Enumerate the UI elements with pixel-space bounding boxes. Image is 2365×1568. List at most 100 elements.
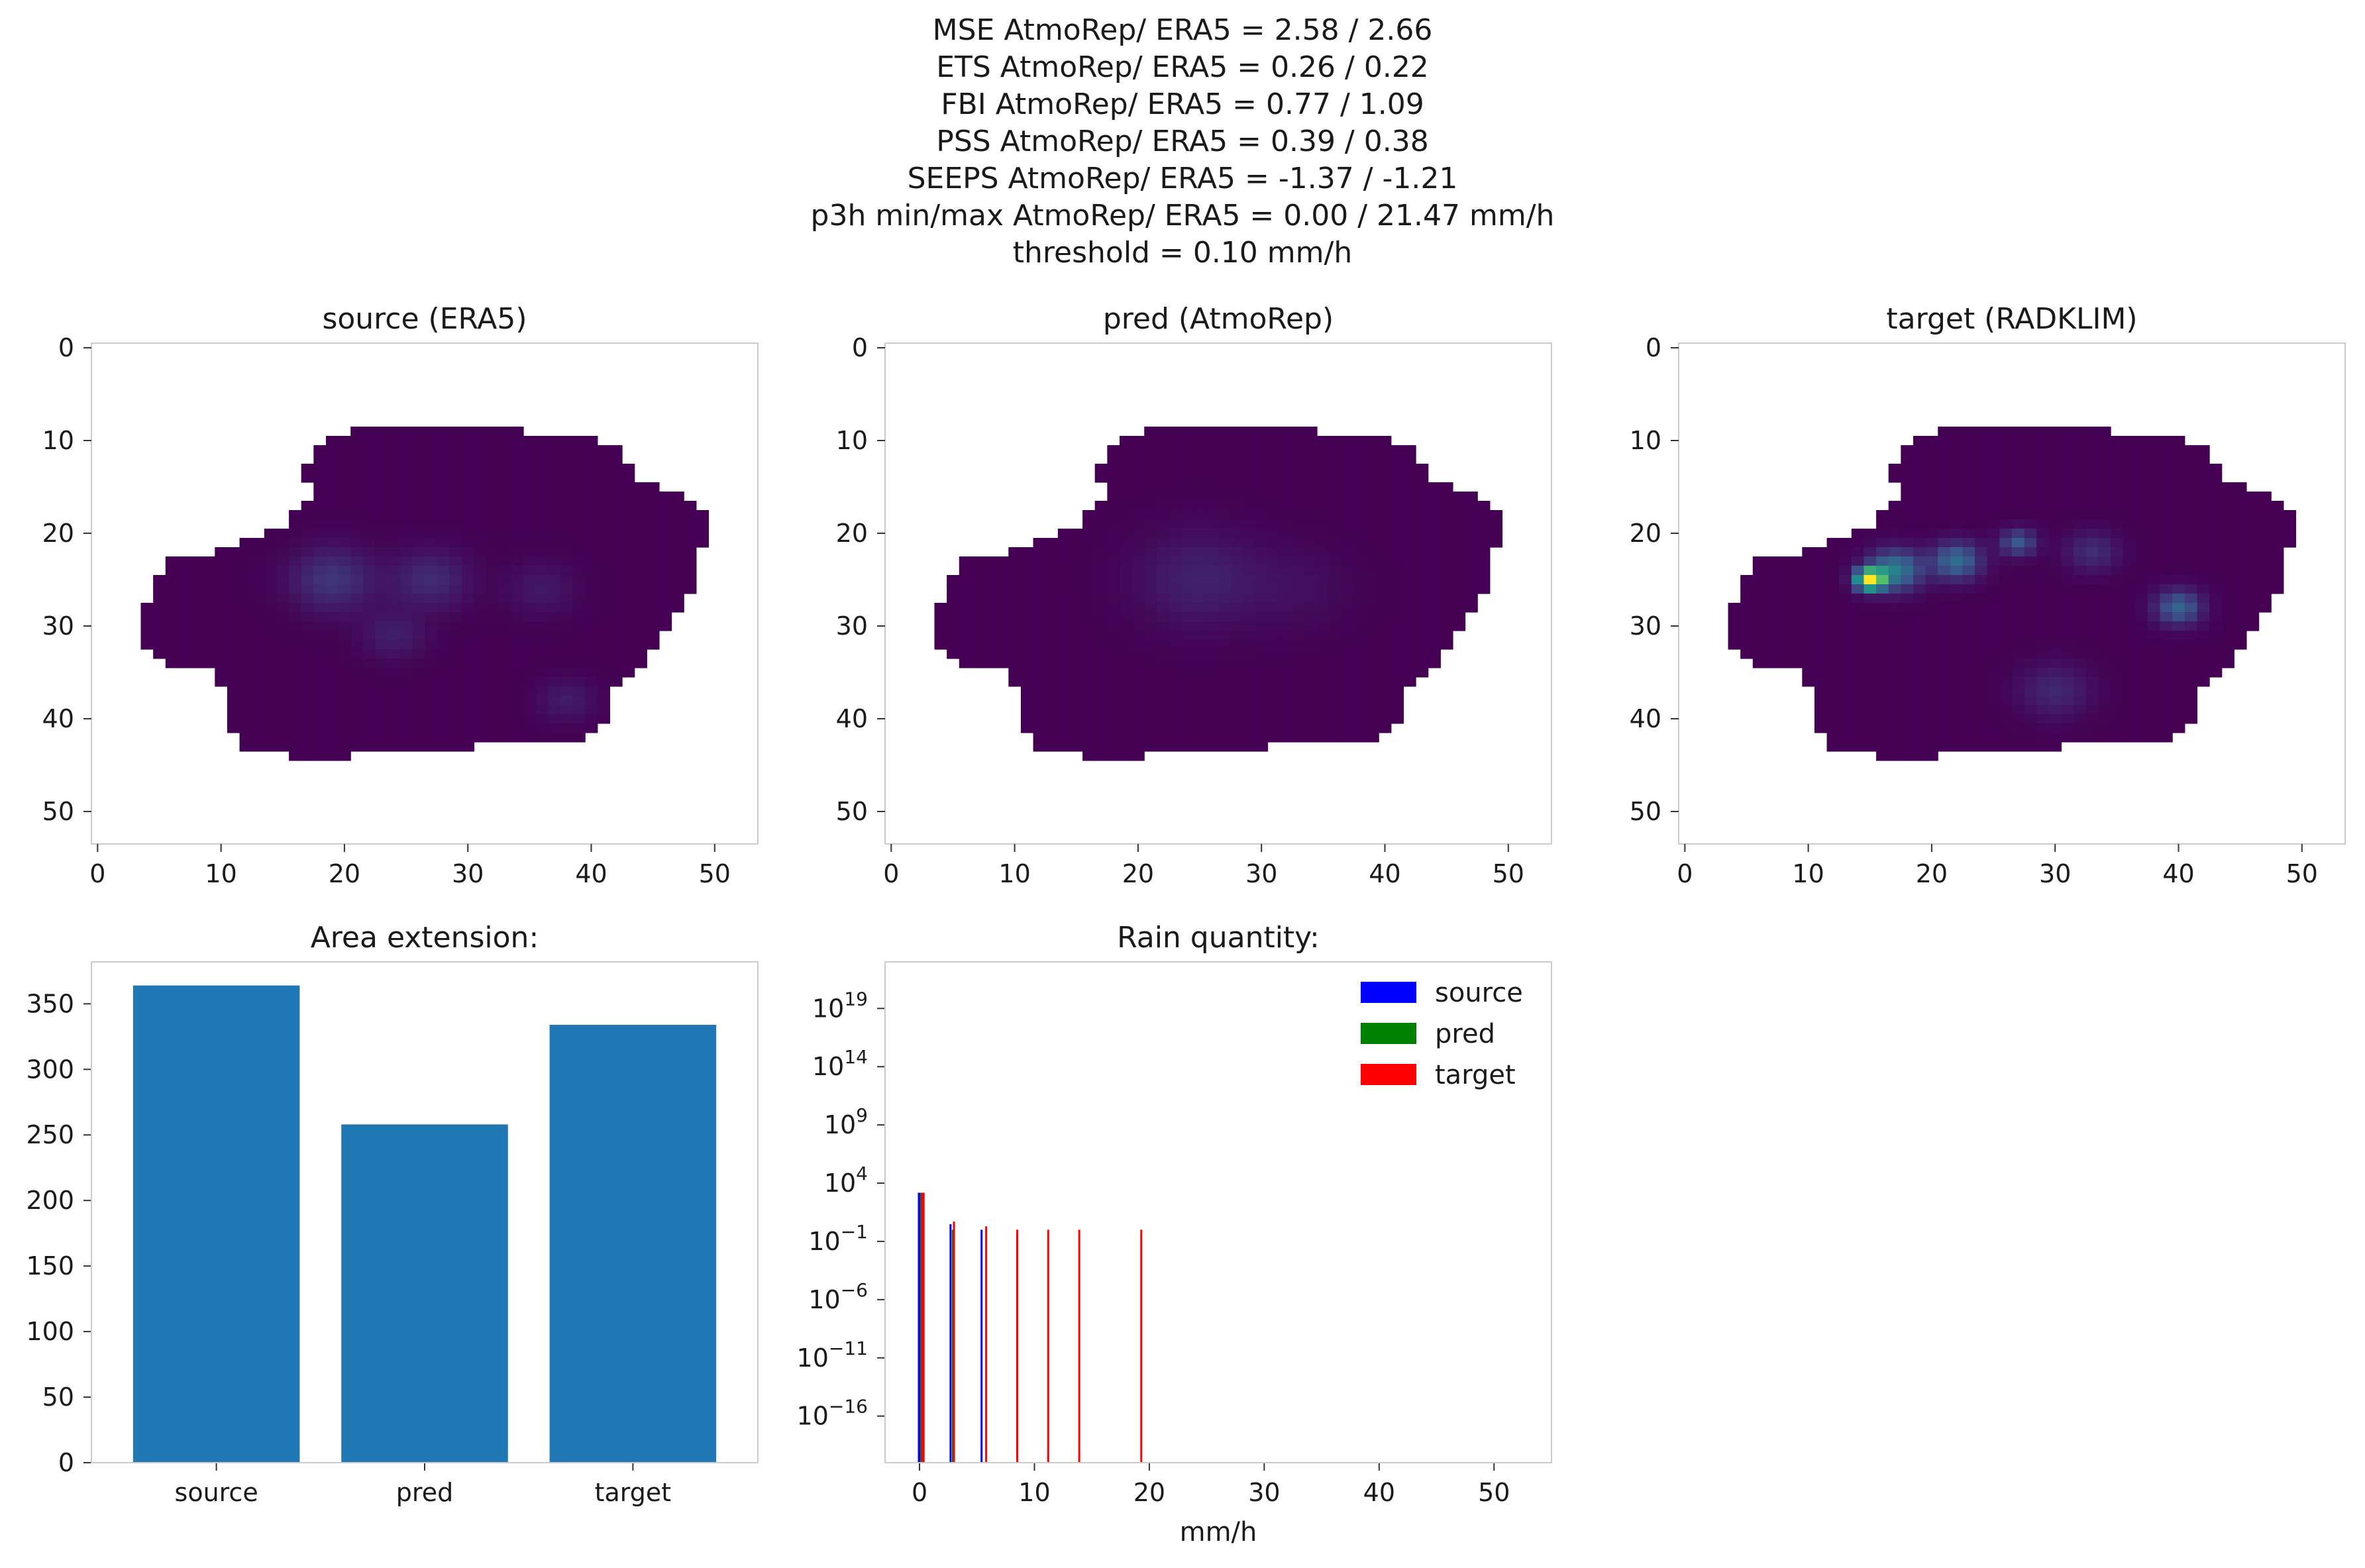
heatmap-cell bbox=[1243, 649, 1256, 659]
heatmap-cell bbox=[1938, 686, 1951, 696]
heatmap-cell bbox=[1292, 594, 1306, 603]
heatmap-cell bbox=[971, 631, 984, 641]
heatmap-cell bbox=[412, 696, 425, 706]
heatmap-cell bbox=[1403, 584, 1416, 594]
heatmap-cell bbox=[1341, 594, 1355, 603]
heatmap-cell bbox=[1999, 519, 2013, 529]
heatmap-cell bbox=[437, 603, 450, 613]
heatmap-cell bbox=[1020, 584, 1034, 594]
heatmap-cell bbox=[264, 686, 278, 696]
heatmap-cell bbox=[362, 658, 376, 668]
heatmap-cell bbox=[1033, 566, 1046, 576]
heatmap-cell bbox=[2123, 603, 2136, 613]
heatmap-cell bbox=[671, 529, 684, 539]
heatmap-cell bbox=[1950, 584, 1964, 594]
heatmap-cell bbox=[1057, 538, 1071, 548]
heatmap-cell bbox=[1391, 612, 1404, 622]
heatmap-cell bbox=[1802, 621, 1815, 631]
heatmap-cell bbox=[1020, 575, 1034, 585]
heatmap-cell bbox=[1156, 445, 1170, 455]
heatmap-cell bbox=[1267, 501, 1281, 511]
heatmap-cell bbox=[1962, 575, 1975, 585]
heatmap-cell bbox=[1851, 584, 1865, 594]
heatmap-cell bbox=[622, 594, 635, 603]
heatmap-cell bbox=[1144, 538, 1157, 548]
heatmap-cell bbox=[1341, 723, 1355, 733]
heatmap-cell bbox=[1777, 631, 1791, 641]
heatmap-cell bbox=[548, 714, 561, 724]
heatmap-cell bbox=[165, 640, 179, 650]
heatmap-cell bbox=[461, 584, 475, 594]
heatmap-cell bbox=[1864, 723, 1877, 733]
heatmap-cell bbox=[1206, 649, 1219, 659]
heatmap-cell bbox=[1255, 575, 1269, 585]
heatmap-cell bbox=[301, 677, 314, 687]
heatmap-cell bbox=[2036, 556, 2050, 566]
heatmap-cell bbox=[1243, 538, 1256, 548]
heatmap-cell bbox=[449, 696, 462, 706]
heatmap-cell bbox=[2197, 566, 2210, 576]
heatmap-cell bbox=[215, 649, 228, 659]
heatmap-cell bbox=[425, 705, 438, 715]
heatmap-cell bbox=[399, 482, 413, 492]
heatmap-cell bbox=[1403, 594, 1416, 603]
heatmap-cell bbox=[1962, 742, 1975, 752]
heatmap-cell bbox=[1280, 686, 1293, 696]
heatmap-cell bbox=[535, 501, 549, 511]
suptitle-seeps: SEEPS AtmoRep/ ERA5 = -1.37 / -1.21 bbox=[907, 162, 1458, 195]
heatmap-cell bbox=[412, 658, 425, 668]
heatmap-cell bbox=[1082, 742, 1096, 752]
heatmap-cell bbox=[1789, 603, 1803, 613]
heatmap-cell bbox=[2024, 482, 2037, 492]
heatmap-cell bbox=[1938, 603, 1951, 613]
y-tick-label: 30 bbox=[836, 611, 868, 641]
heatmap-cell bbox=[2160, 658, 2173, 668]
heatmap-cell bbox=[313, 473, 327, 483]
heatmap-cell bbox=[1144, 723, 1157, 733]
heatmap-cell bbox=[178, 566, 191, 576]
heatmap-cell bbox=[252, 714, 265, 724]
heatmap-cell bbox=[1901, 464, 1914, 474]
heatmap-cell bbox=[375, 556, 388, 566]
heatmap-cell bbox=[1218, 482, 1232, 492]
heatmap-cell bbox=[264, 612, 278, 622]
heatmap-cell bbox=[1119, 649, 1133, 659]
heatmap-cell bbox=[1329, 640, 1342, 650]
heatmap-cell bbox=[313, 575, 327, 585]
heatmap-cell bbox=[362, 621, 376, 631]
heatmap-cell bbox=[2048, 445, 2062, 455]
heatmap-cell bbox=[2074, 482, 2087, 492]
heatmap-cell bbox=[2036, 686, 2050, 696]
heatmap-cell bbox=[1107, 584, 1120, 594]
heatmap-cell bbox=[1428, 538, 1441, 548]
heatmap-cell bbox=[202, 566, 215, 576]
heatmap-cell bbox=[535, 668, 549, 678]
heatmap-cell bbox=[971, 649, 984, 659]
heatmap-cell bbox=[1366, 594, 1379, 603]
heatmap-cell bbox=[1181, 464, 1194, 474]
heatmap-cell bbox=[437, 714, 450, 724]
heatmap-cell bbox=[1082, 510, 1096, 520]
heatmap-cell bbox=[2012, 510, 2025, 520]
heatmap-cell bbox=[1975, 696, 1988, 706]
heatmap-cell bbox=[325, 668, 339, 678]
heatmap-cell bbox=[1181, 696, 1194, 706]
heatmap-cell bbox=[1206, 436, 1219, 446]
heatmap-cell bbox=[1230, 510, 1243, 520]
heatmap-cell bbox=[609, 649, 623, 659]
heatmap-cell bbox=[1888, 603, 1901, 613]
heatmap-cell bbox=[2123, 473, 2136, 483]
heatmap-cell bbox=[2036, 519, 2050, 529]
heatmap-cell bbox=[2074, 686, 2087, 696]
heatmap-cell bbox=[622, 482, 635, 492]
heatmap-cell bbox=[1925, 473, 1938, 483]
heatmap-cell bbox=[1901, 575, 1914, 585]
heatmap-cell bbox=[560, 436, 574, 446]
heatmap-cell bbox=[1193, 529, 1206, 539]
heatmap-cell bbox=[412, 482, 425, 492]
heatmap-cell bbox=[2024, 473, 2037, 483]
y-tick-label: 30 bbox=[42, 611, 74, 641]
heatmap-cell bbox=[1267, 658, 1281, 668]
heatmap-cell bbox=[1987, 584, 2000, 594]
